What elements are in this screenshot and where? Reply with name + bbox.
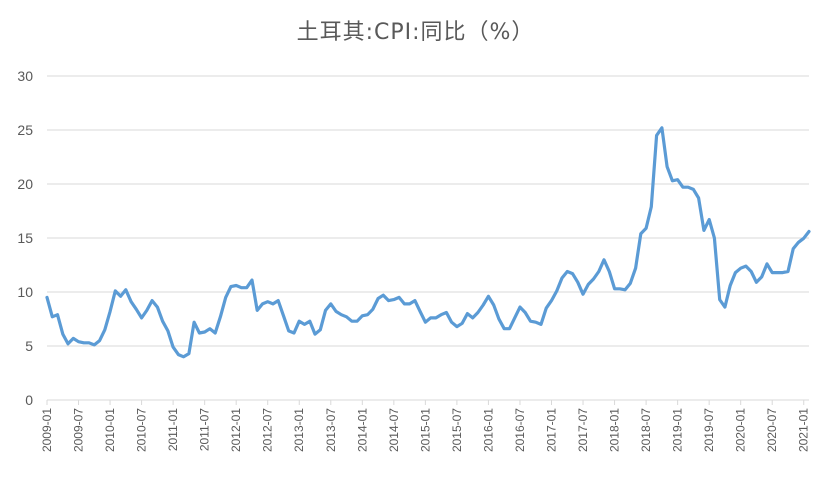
x-tick-label: 2013-01 <box>292 408 306 452</box>
x-tick-label: 2009-01 <box>40 408 54 452</box>
x-tick-label: 2019-07 <box>702 408 716 452</box>
series-line <box>45 126 811 359</box>
x-tick-label: 2021-01 <box>797 408 811 452</box>
chart-title: 土耳其:CPI:同比（%） <box>296 20 535 45</box>
x-tick-label: 2011-01 <box>166 408 180 451</box>
x-tick-label: 2010-07 <box>135 408 149 452</box>
y-axis-ticks: 0 5 10 15 20 25 30 <box>17 68 33 408</box>
x-tick-label: 2012-01 <box>229 408 243 452</box>
y-tick-label: 30 <box>17 68 33 84</box>
x-tick-label: 2009-07 <box>72 408 86 452</box>
x-tick-label: 2011-07 <box>198 408 212 451</box>
y-tick-label: 25 <box>17 122 33 138</box>
x-tick-label: 2014-07 <box>387 408 401 452</box>
x-tick-label: 2015-07 <box>450 408 464 452</box>
y-tick-label: 15 <box>17 230 33 246</box>
x-tick-label: 2016-01 <box>481 408 495 452</box>
series-layer <box>45 126 811 359</box>
x-tick-label: 2020-07 <box>765 408 779 452</box>
x-tick-label: 2013-07 <box>324 408 338 452</box>
y-tick-label: 5 <box>25 338 33 354</box>
gridlines <box>47 75 809 347</box>
x-tick-label: 2017-07 <box>576 408 590 452</box>
x-tick-label: 2016-07 <box>513 408 527 452</box>
x-tick-label: 2019-01 <box>671 408 685 452</box>
x-tick-label: 2010-01 <box>103 408 117 452</box>
x-tick-label: 2012-07 <box>261 408 275 452</box>
x-tick-label: 2020-01 <box>734 408 748 452</box>
x-tick-label: 2014-01 <box>355 408 369 452</box>
x-axis: 2009-01 2009-07 2010-01 2010-07 2011-01 2011-… <box>40 399 811 452</box>
x-tick-label: 2018-07 <box>639 408 653 452</box>
x-tick-label: 2015-01 <box>418 408 432 452</box>
y-tick-label: 20 <box>17 176 33 192</box>
x-tick-label: 2018-01 <box>608 408 622 452</box>
x-tick-label: 2017-01 <box>544 408 558 452</box>
y-tick-label: 10 <box>17 284 33 300</box>
y-tick-label: 0 <box>25 392 33 408</box>
